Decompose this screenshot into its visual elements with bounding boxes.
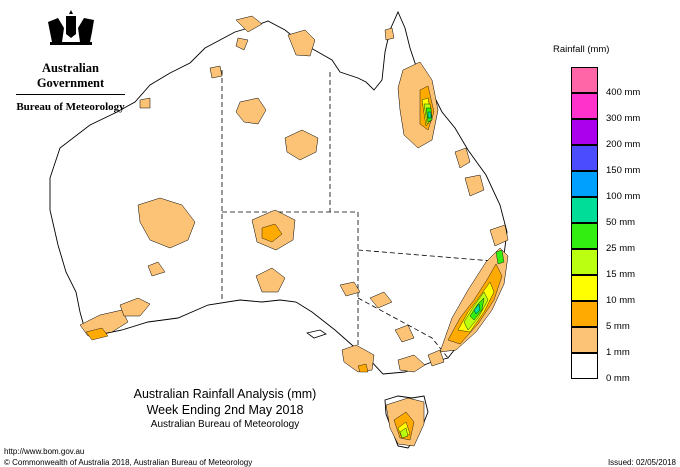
rainfall-50mm-areas xyxy=(427,111,481,315)
legend-label: 400 mm xyxy=(606,87,641,98)
footer-issued: Issued: 02/05/2018 xyxy=(607,458,676,467)
legend-swatch xyxy=(571,67,598,93)
legend-swatch xyxy=(571,93,598,119)
government-name: Australian Government xyxy=(36,61,105,90)
legend-swatch xyxy=(571,327,598,353)
legend-swatch xyxy=(571,275,598,301)
map-period: Week Ending 2nd May 2018 xyxy=(146,403,304,417)
legend-label: 50 mm xyxy=(606,217,636,228)
legend-label: 100 mm xyxy=(606,191,641,202)
legend-label: 15 mm xyxy=(606,269,636,280)
legend-label: 5 mm xyxy=(606,321,630,332)
kangaroo-island xyxy=(306,329,327,339)
legend-swatch xyxy=(571,119,598,145)
legend-swatch xyxy=(571,197,598,223)
legend-swatch xyxy=(571,249,598,275)
legend-swatch xyxy=(571,171,598,197)
legend-label: 200 mm xyxy=(606,139,641,150)
map-title: Australian Rainfall Analysis (mm) xyxy=(133,387,317,401)
legend-title: Rainfall (mm) xyxy=(553,44,610,55)
agency-name: Bureau of Meteorology xyxy=(16,101,125,113)
legend-label: 300 mm xyxy=(606,113,641,124)
legend-label: 150 mm xyxy=(606,165,641,176)
legend-swatch xyxy=(571,223,598,249)
legend-label: 0 mm xyxy=(606,373,630,384)
legend-swatch xyxy=(571,353,598,379)
map-title-block: Australian Rainfall Analysis (mm) Week E… xyxy=(120,387,330,430)
legend-label: 1 mm xyxy=(606,347,630,358)
legend-swatch xyxy=(571,145,598,171)
footer-copyright: © Commonwealth of Australia 2018, Austra… xyxy=(4,458,253,467)
coat-of-arms-icon xyxy=(47,10,94,45)
footer-url[interactable]: http://www.bom.gov.au xyxy=(4,447,85,456)
legend-swatch xyxy=(571,301,598,327)
bom-logo: Australian Government Bureau of Meteorol… xyxy=(8,8,133,113)
mainland-outline xyxy=(49,10,508,375)
logo-divider xyxy=(16,94,125,95)
state-borders xyxy=(221,70,506,359)
legend-label: 25 mm xyxy=(606,243,636,254)
map-source: Australian Bureau of Meteorology xyxy=(150,419,300,430)
legend-label: 10 mm xyxy=(606,295,636,306)
